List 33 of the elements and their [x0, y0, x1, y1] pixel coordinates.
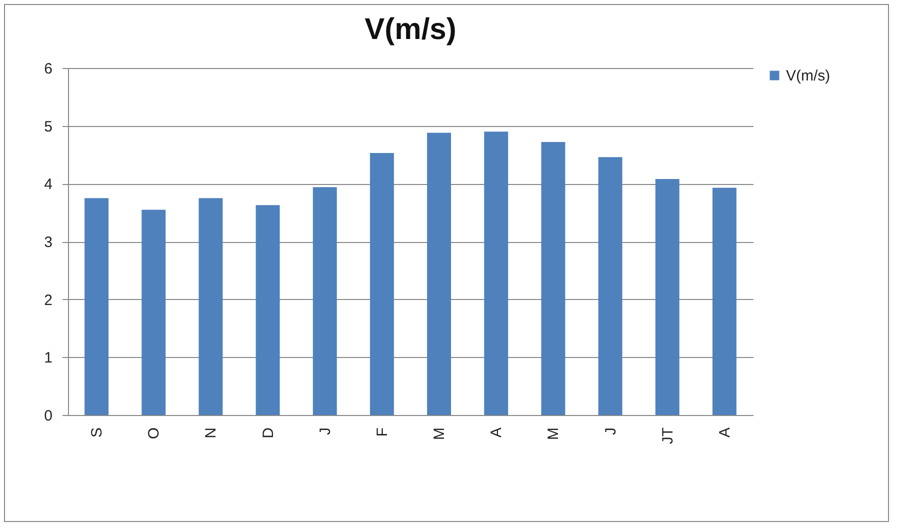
- bar: [198, 198, 223, 415]
- x-tick-label: J: [316, 428, 334, 435]
- y-tick-label: 2: [44, 292, 52, 309]
- bar: [655, 179, 680, 415]
- bar: [427, 132, 452, 415]
- x-tick-label: F: [374, 428, 391, 437]
- bar: [712, 188, 736, 415]
- x-tick-label: D: [260, 427, 277, 438]
- bar: [142, 210, 166, 415]
- bar: [484, 132, 508, 415]
- y-tick-label: 5: [44, 118, 52, 136]
- x-tick-label: S: [88, 428, 106, 438]
- x-tick-label: JT: [659, 428, 676, 444]
- x-tick-label: A: [488, 428, 506, 438]
- x-tick-label: A: [716, 428, 734, 438]
- bar: [312, 187, 337, 415]
- x-tick-label: J: [602, 428, 620, 435]
- x-tick-label: M: [545, 428, 562, 440]
- x-tick-label: N: [202, 428, 220, 438]
- y-tick-label: 1: [44, 350, 52, 367]
- y-tick-label: 4: [44, 176, 52, 194]
- bar: [598, 157, 622, 415]
- y-tick-label: 0: [44, 408, 52, 424]
- bar: [84, 198, 109, 415]
- bar: [256, 205, 280, 415]
- y-tick-label: 6: [44, 60, 52, 78]
- legend-label: V(m/s): [786, 68, 830, 84]
- x-tick-label: M: [431, 428, 448, 440]
- chart-title: V(m/s): [364, 13, 456, 46]
- x-tick-label: O: [146, 428, 163, 440]
- bar: [370, 153, 394, 415]
- bar: [541, 142, 566, 415]
- y-tick-label: 3: [44, 234, 52, 251]
